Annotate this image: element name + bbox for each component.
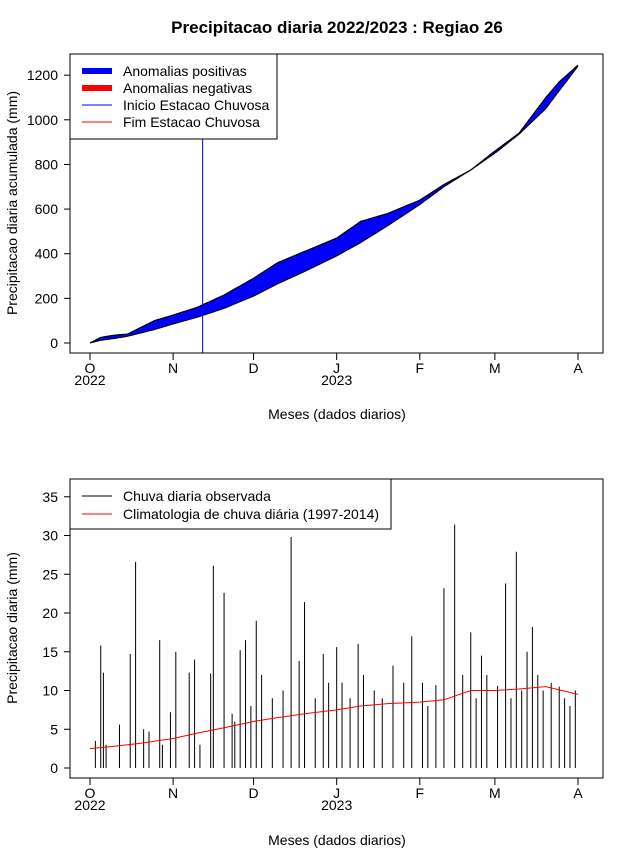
top-x-tick-label: N: [168, 360, 178, 376]
observed-cumulative-line: [89, 64, 579, 344]
top-year-label: 2022: [74, 372, 105, 388]
bottom-y-tick-label: 10: [42, 683, 58, 699]
bottom-y-axis-label: Precipitacao diaria (mm): [4, 552, 20, 704]
bottom-x-tick-label: M: [489, 785, 501, 801]
legend-label-start: Inicio Estacao Chuvosa: [123, 97, 270, 113]
climatology-cumulative-line: [89, 65, 579, 344]
top-y-axis: 0 200 400 600 800 1000 1200: [27, 67, 70, 351]
climatology-daily-line: [89, 686, 579, 750]
bottom-x-tick-label: N: [168, 785, 178, 801]
bottom-x-tick-label: F: [416, 785, 425, 801]
bottom-y-tick-label: 0: [50, 760, 58, 776]
top-y-tick-label: 800: [35, 156, 59, 172]
bottom-x-tick-label: O: [85, 785, 96, 801]
legend-label-observed: Chuva diaria observada: [123, 488, 271, 504]
legend-label-negative: Anomalias negativas: [123, 80, 252, 96]
bottom-marks: [89, 524, 579, 768]
bottom-x-tick-label: J: [333, 785, 340, 801]
bottom-plot-area: [89, 524, 579, 768]
bottom-y-tick-label: 25: [42, 566, 58, 582]
top-y-tick-label: 200: [35, 290, 59, 306]
top-x-tick-label: F: [416, 360, 425, 376]
top-panel: 0 200 400 600 800 1000 1200 O N D J F M A 2022 2023 Me…: [4, 53, 604, 422]
bottom-panel: 0 5 10 15 20 25 30 35 O N D J F M A 2022 2023 Meses (da…: [4, 478, 604, 848]
bottom-legend: Chuva diaria observada Climatologia de c…: [69, 478, 392, 530]
top-x-tick-label: O: [85, 360, 96, 376]
top-legend-box: [69, 53, 278, 140]
top-y-axis-label: Precipitacao diaria acumulada (mm): [4, 91, 20, 315]
top-y-tick-label: 400: [35, 246, 59, 262]
top-x-axis: O N D J F M A 2022 2023: [74, 353, 583, 388]
top-y-tick-label: 1000: [27, 112, 58, 128]
bottom-year-label: 2023: [321, 797, 352, 813]
top-x-tick-label: A: [573, 360, 583, 376]
top-y-tick-label: 600: [35, 201, 59, 217]
bottom-legend-box: [69, 478, 392, 530]
bottom-x-tick-label: D: [248, 785, 258, 801]
bottom-y-tick-label: 30: [42, 528, 58, 544]
bottom-x-axis: O N D J F M A 2022 2023: [74, 778, 583, 813]
top-year-label: 2023: [321, 372, 352, 388]
legend-label-end: Fim Estacao Chuvosa: [123, 114, 260, 130]
top-y-tick-label: 1200: [27, 67, 58, 83]
top-legend: Anomalias positivas Anomalias negativas …: [69, 53, 278, 140]
top-x-axis-label: Meses (dados diarios): [268, 406, 406, 422]
bottom-y-tick-label: 35: [42, 489, 58, 505]
legend-label-climatology: Climatologia de chuva diária (1997-2014): [123, 506, 379, 522]
bottom-x-tick-label: A: [573, 785, 583, 801]
bottom-year-label: 2022: [74, 797, 105, 813]
legend-label-positive: Anomalias positivas: [123, 63, 247, 79]
bottom-y-tick-label: 20: [42, 605, 58, 621]
bottom-y-axis: 0 5 10 15 20 25 30 35: [42, 489, 70, 776]
bottom-y-tick-label: 5: [50, 721, 58, 737]
bottom-x-axis-label: Meses (dados diarios): [268, 832, 406, 848]
chart-title: Precipitacao diaria 2022/2023 : Regiao 2…: [171, 18, 503, 37]
top-y-tick-label: 0: [50, 335, 58, 351]
top-x-tick-label: J: [333, 360, 340, 376]
top-x-tick-label: D: [248, 360, 258, 376]
top-x-tick-label: M: [489, 360, 501, 376]
bottom-y-tick-label: 15: [42, 644, 58, 660]
